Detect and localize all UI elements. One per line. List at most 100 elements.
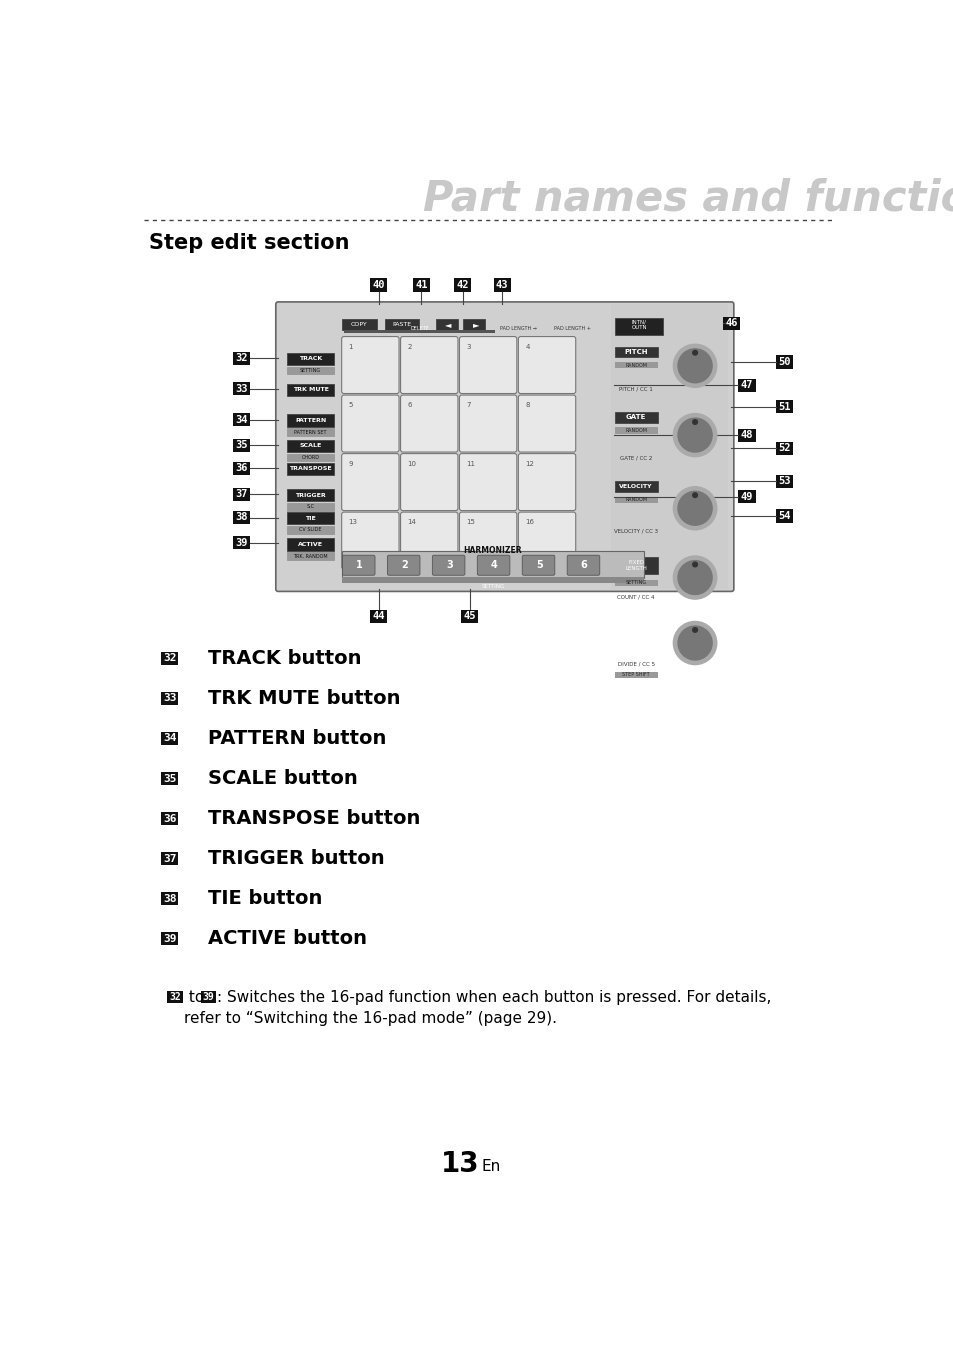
Text: 13: 13 <box>348 519 357 526</box>
FancyBboxPatch shape <box>400 395 457 452</box>
Text: TRACK: TRACK <box>298 356 322 361</box>
FancyBboxPatch shape <box>463 319 484 330</box>
Text: 3: 3 <box>446 561 453 570</box>
Text: SETTING: SETTING <box>625 581 646 585</box>
Text: 42: 42 <box>456 280 468 290</box>
Circle shape <box>673 621 716 665</box>
Text: 39: 39 <box>202 992 214 1002</box>
Text: 9: 9 <box>348 461 353 466</box>
Text: 52: 52 <box>777 443 790 453</box>
Text: PITCH / CC 1: PITCH / CC 1 <box>618 387 653 391</box>
Text: 16: 16 <box>525 519 534 526</box>
Text: 6: 6 <box>407 402 412 408</box>
Text: 34: 34 <box>163 733 176 744</box>
FancyBboxPatch shape <box>233 352 250 365</box>
Text: 44: 44 <box>373 611 385 621</box>
FancyBboxPatch shape <box>161 892 178 906</box>
Text: STEP SHIFT: STEP SHIFT <box>621 673 649 677</box>
FancyBboxPatch shape <box>341 512 398 569</box>
FancyBboxPatch shape <box>233 511 250 524</box>
Text: En: En <box>481 1159 500 1174</box>
Text: 37: 37 <box>163 853 176 864</box>
FancyBboxPatch shape <box>775 356 792 368</box>
Text: 35: 35 <box>163 774 176 783</box>
FancyBboxPatch shape <box>161 692 178 705</box>
Text: TRK. RANDOM: TRK. RANDOM <box>294 554 328 558</box>
Text: PATTERN: PATTERN <box>294 418 326 423</box>
Text: TRK MUTE button: TRK MUTE button <box>208 689 400 708</box>
Text: SETTING: SETTING <box>300 368 321 373</box>
Text: TIE: TIE <box>305 516 315 520</box>
FancyBboxPatch shape <box>615 412 658 423</box>
FancyBboxPatch shape <box>287 512 334 524</box>
Text: 40: 40 <box>373 280 385 290</box>
Text: PASTE: PASTE <box>392 322 412 326</box>
Text: 2: 2 <box>400 561 407 570</box>
FancyBboxPatch shape <box>567 555 599 576</box>
Text: TRIGGER button: TRIGGER button <box>208 849 385 868</box>
FancyBboxPatch shape <box>413 279 430 291</box>
Text: 50: 50 <box>777 357 790 367</box>
FancyBboxPatch shape <box>341 395 398 452</box>
Text: 1: 1 <box>348 344 353 349</box>
FancyBboxPatch shape <box>454 279 471 291</box>
Text: ►: ► <box>472 319 478 329</box>
Text: PATTERN SET: PATTERN SET <box>294 430 327 434</box>
Text: 7: 7 <box>466 402 471 408</box>
FancyBboxPatch shape <box>161 852 178 865</box>
FancyBboxPatch shape <box>615 496 658 503</box>
Circle shape <box>692 350 697 355</box>
Text: 35: 35 <box>235 439 248 450</box>
FancyBboxPatch shape <box>287 526 334 534</box>
FancyBboxPatch shape <box>400 512 457 569</box>
FancyBboxPatch shape <box>275 302 733 592</box>
FancyBboxPatch shape <box>615 481 658 492</box>
FancyBboxPatch shape <box>287 367 334 375</box>
Text: 33: 33 <box>163 693 176 704</box>
Text: RANDOM: RANDOM <box>624 497 646 503</box>
FancyBboxPatch shape <box>287 503 334 511</box>
Circle shape <box>692 419 697 425</box>
Text: TIE button: TIE button <box>208 890 322 909</box>
FancyBboxPatch shape <box>341 577 643 582</box>
FancyBboxPatch shape <box>738 429 755 442</box>
Text: GATE: GATE <box>625 414 646 421</box>
FancyBboxPatch shape <box>287 453 334 461</box>
Circle shape <box>692 493 697 497</box>
FancyBboxPatch shape <box>233 488 250 501</box>
Text: 33: 33 <box>235 384 248 394</box>
FancyBboxPatch shape <box>738 491 755 503</box>
Text: 39: 39 <box>163 934 176 944</box>
Text: 45: 45 <box>463 611 476 621</box>
Text: 39: 39 <box>235 538 248 547</box>
Text: DELETE: DELETE <box>410 326 429 332</box>
FancyBboxPatch shape <box>738 379 755 392</box>
FancyBboxPatch shape <box>615 580 658 586</box>
Text: 46: 46 <box>724 318 737 329</box>
Text: CV SLIDE: CV SLIDE <box>299 527 321 532</box>
FancyBboxPatch shape <box>287 384 334 396</box>
Text: 5: 5 <box>536 561 542 570</box>
FancyBboxPatch shape <box>459 395 517 452</box>
Circle shape <box>678 561 711 594</box>
FancyBboxPatch shape <box>775 474 792 488</box>
Text: PAD LENGTH +: PAD LENGTH + <box>554 326 591 332</box>
FancyBboxPatch shape <box>287 538 334 550</box>
FancyBboxPatch shape <box>161 933 178 945</box>
Text: 48: 48 <box>740 430 753 439</box>
Text: 6: 6 <box>580 561 587 570</box>
FancyBboxPatch shape <box>517 512 575 569</box>
Circle shape <box>673 555 716 599</box>
Text: 32: 32 <box>169 992 181 1002</box>
FancyBboxPatch shape <box>342 555 375 576</box>
Text: 3: 3 <box>466 344 471 349</box>
Text: 15: 15 <box>466 519 475 526</box>
FancyBboxPatch shape <box>341 550 643 577</box>
FancyBboxPatch shape <box>161 772 178 785</box>
Text: CHORD: CHORD <box>301 454 319 460</box>
FancyBboxPatch shape <box>436 319 457 330</box>
Text: DIVIDE / CC 5: DIVIDE / CC 5 <box>617 662 654 666</box>
FancyBboxPatch shape <box>615 557 658 574</box>
Text: 51: 51 <box>777 402 790 411</box>
Text: 2: 2 <box>407 344 412 349</box>
